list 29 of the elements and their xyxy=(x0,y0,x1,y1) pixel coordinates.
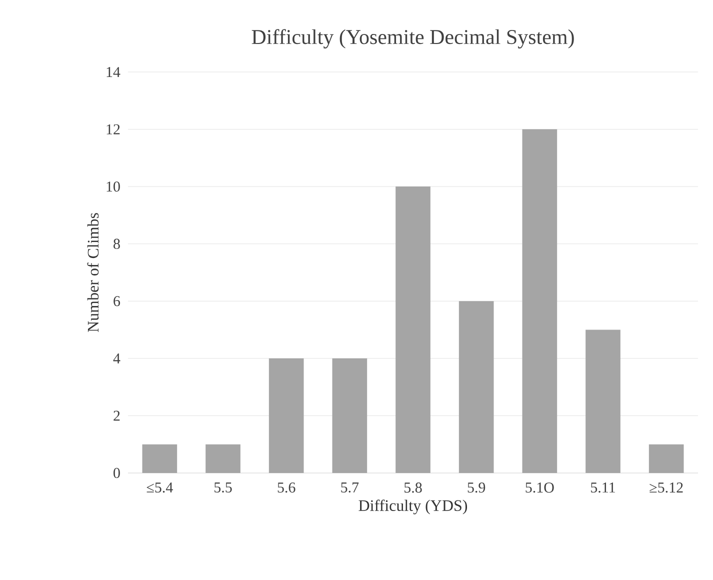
bar xyxy=(458,301,494,473)
y-tick-label: 4 xyxy=(113,353,120,364)
bar xyxy=(586,330,620,473)
bar xyxy=(142,444,178,473)
bar xyxy=(268,358,304,473)
y-tick-label: 10 xyxy=(106,182,120,192)
y-tick-label: 8 xyxy=(114,238,120,249)
x-axis-title: Difficulty (YDS) xyxy=(358,500,468,514)
x-tick-label: 5.11 xyxy=(591,482,615,493)
bar xyxy=(206,444,240,473)
bar xyxy=(648,444,684,473)
x-tick-label: 5.8 xyxy=(404,482,422,493)
x-tick-label: 5.1O xyxy=(526,482,554,493)
bar xyxy=(522,129,558,473)
x-tick-label: 5.7 xyxy=(341,482,359,493)
y-tick-label: 2 xyxy=(114,410,120,421)
y-tick-label: 12 xyxy=(106,124,120,134)
chart-title: Difficulty (Yosemite Decimal System) xyxy=(252,29,574,48)
x-tick-label: 5.9 xyxy=(468,482,486,493)
x-tick-label: 5.6 xyxy=(278,482,296,493)
x-tick-label: ≥5.12 xyxy=(650,482,683,493)
x-tick-label: ≤5.4 xyxy=(146,482,173,493)
bar xyxy=(396,186,430,473)
y-tick-label: 14 xyxy=(106,67,120,77)
bar xyxy=(332,358,368,473)
x-tick-label: 5.5 xyxy=(214,482,232,493)
y-tick-label: 6 xyxy=(114,296,120,306)
y-axis-title: Number of Climbs xyxy=(87,213,99,332)
y-tick-label: 0 xyxy=(114,468,120,478)
